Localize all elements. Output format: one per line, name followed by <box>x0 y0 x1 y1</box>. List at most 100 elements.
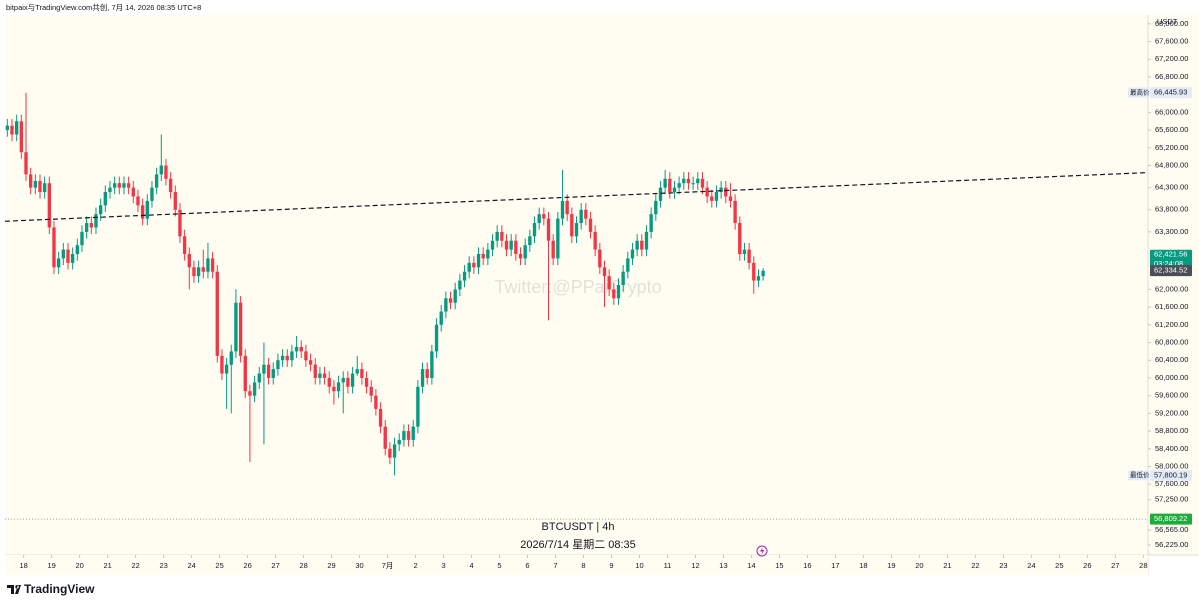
candle-body <box>481 254 485 259</box>
candle-body <box>602 267 607 277</box>
candle-body <box>434 324 439 352</box>
x-tick-label: 15 <box>775 561 783 570</box>
candle-body <box>649 214 653 232</box>
alert-bolt[interactable] <box>760 547 765 555</box>
candle-body <box>588 218 593 232</box>
candle-body <box>462 271 467 281</box>
candle-body <box>616 285 621 299</box>
candle-body <box>761 270 765 277</box>
countdown: 03:24:08 <box>1154 259 1183 268</box>
candle-body <box>551 240 555 259</box>
candle-body <box>360 369 364 378</box>
candle-body <box>28 174 33 188</box>
price-label: 62,334.52 <box>1154 266 1187 275</box>
candle-body <box>682 178 686 184</box>
candle-body <box>411 426 415 440</box>
candle-body <box>691 183 695 185</box>
x-tick-label: 10 <box>635 561 643 570</box>
y-tick-label: 56,225.00 <box>1155 540 1188 549</box>
candle-body <box>542 214 546 219</box>
candle-body <box>425 369 429 378</box>
candle-body <box>33 180 38 188</box>
candle-body <box>724 187 728 197</box>
candle-body <box>607 276 611 290</box>
candle-body <box>700 178 705 188</box>
candles <box>5 92 765 476</box>
candle-body <box>341 377 345 383</box>
candle-body <box>560 200 565 219</box>
x-tick-label: 26 <box>243 561 251 570</box>
price-label: 66,445.93 <box>1154 88 1187 97</box>
candle-body <box>145 200 149 219</box>
x-tick-label: 5 <box>497 561 501 570</box>
candle-body <box>486 249 490 259</box>
logo-mark <box>7 585 21 594</box>
candle-body <box>500 231 504 241</box>
alert-icon[interactable] <box>756 545 768 557</box>
x-tick-label: 9 <box>609 561 613 570</box>
price-label: 57,800.19 <box>1154 470 1187 479</box>
candle-body <box>677 183 681 188</box>
candle-body <box>495 231 499 241</box>
candle-body <box>252 382 257 396</box>
candle-body <box>696 178 700 184</box>
candle-body <box>514 240 518 255</box>
candle-body <box>299 346 303 352</box>
candle-body <box>635 240 639 250</box>
candle-body <box>490 240 495 250</box>
currency: USDT <box>1157 17 1178 26</box>
candle-body <box>262 364 266 374</box>
price-label-box <box>1150 87 1192 99</box>
y-tick-label: 60,800.00 <box>1155 338 1188 347</box>
candle-body <box>556 218 560 259</box>
y-tick-label: 61,200.00 <box>1155 320 1188 329</box>
price-label-box <box>1150 469 1192 481</box>
symbol-label: BTCUSDT | 4h <box>542 521 615 533</box>
x-tick-label: 20 <box>915 561 923 570</box>
candle-body <box>89 223 93 228</box>
y-tick-label: 60,000.00 <box>1155 373 1188 382</box>
candle-body <box>752 262 756 281</box>
candle-body <box>220 355 224 374</box>
candle-body <box>458 280 462 290</box>
trendline <box>4 171 1149 222</box>
alert-circle[interactable] <box>756 545 768 557</box>
candle-body <box>523 245 527 259</box>
x-tick-label: 12 <box>691 561 699 570</box>
x-tick-label: 23 <box>999 561 1007 570</box>
y-tick-label: 67,600.00 <box>1155 37 1188 46</box>
candle-body <box>453 289 457 303</box>
candle-body <box>593 231 597 250</box>
candle-body <box>738 223 742 255</box>
candle-body <box>565 200 569 215</box>
candle-body <box>178 209 182 237</box>
candle-body <box>126 183 131 188</box>
candle-body <box>612 289 616 299</box>
candle-body <box>630 249 635 259</box>
y-tick-label: 62,000.00 <box>1155 284 1188 293</box>
candle-body <box>14 121 19 135</box>
candle-body <box>150 187 154 201</box>
x-tick-label: 25 <box>1055 561 1063 570</box>
header: bitpaix与TradingView.com共创, 7月 14, 2026 0… <box>6 2 201 12</box>
candle-body <box>276 360 280 370</box>
candle-body <box>626 258 630 272</box>
candle-body <box>397 439 401 445</box>
candle-body <box>663 178 667 188</box>
candle-body <box>598 249 602 268</box>
candle-body <box>206 258 210 272</box>
price-tag-box <box>1128 470 1149 481</box>
x-tick-label: 7月 <box>382 561 394 570</box>
candle-body <box>5 125 10 131</box>
x-tick-label: 21 <box>943 561 951 570</box>
candle-body <box>509 240 513 250</box>
x-tick-label: 27 <box>271 561 279 570</box>
price-axis <box>1148 15 1199 555</box>
candle-body <box>402 431 406 440</box>
candle-body <box>336 382 341 392</box>
candle-body <box>504 240 509 250</box>
candle-body <box>346 377 350 387</box>
price-label-box <box>1150 513 1192 525</box>
candle-body <box>187 254 191 268</box>
